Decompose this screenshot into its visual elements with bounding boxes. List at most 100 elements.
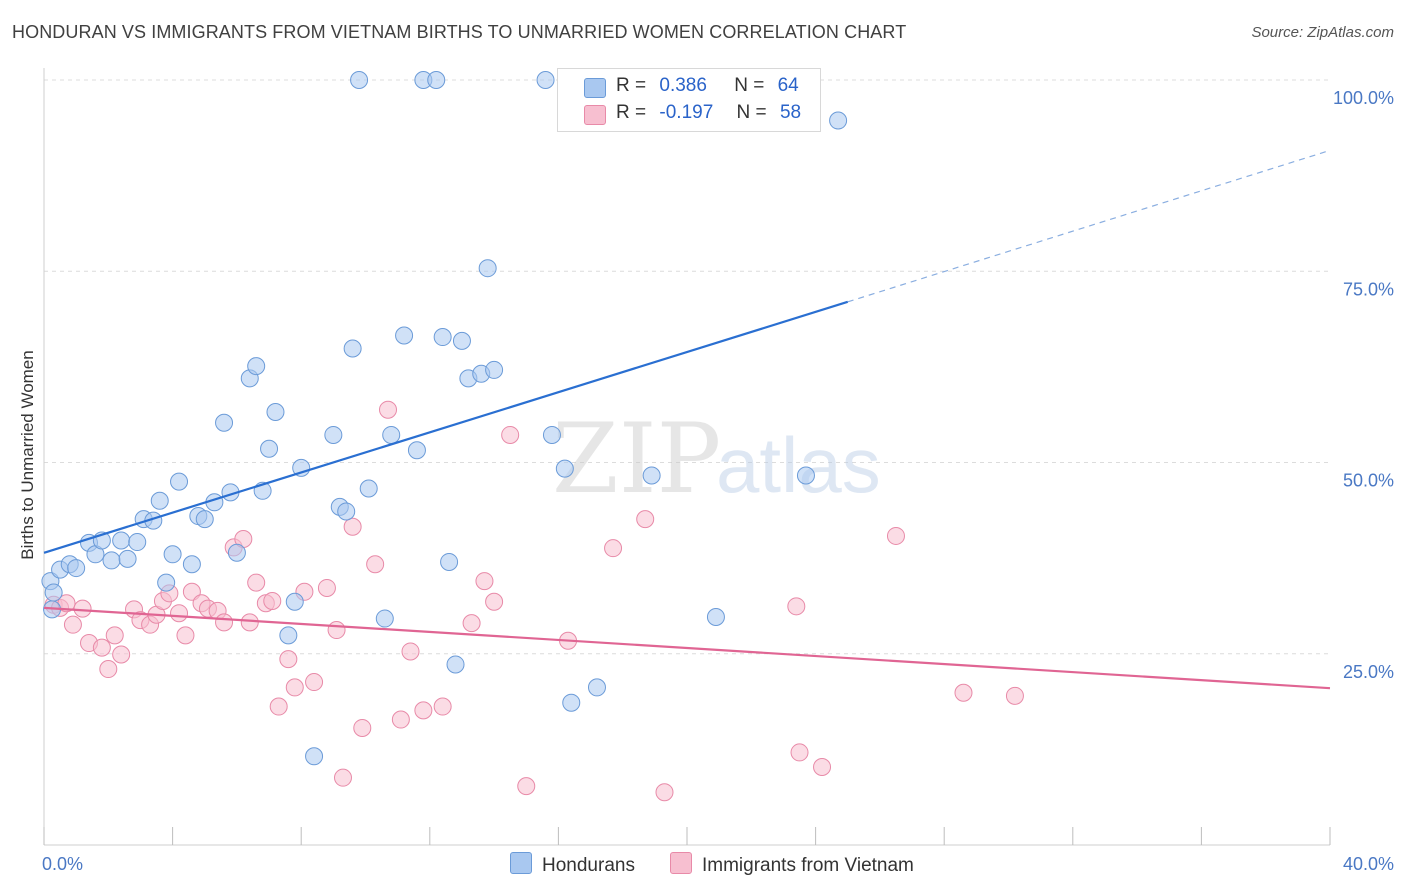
data-point-vietnam xyxy=(182,582,201,601)
legend-n-label: N = xyxy=(736,102,767,123)
bottom-legend-label-vietnam: Immigrants from Vietnam xyxy=(702,855,914,876)
data-point-hondurans xyxy=(555,459,574,478)
data-point-hondurans xyxy=(407,441,426,460)
data-point-hondurans xyxy=(829,111,848,130)
data-point-hondurans xyxy=(478,259,497,278)
y-tick-label: 100.0% xyxy=(1333,88,1394,108)
data-point-vietnam xyxy=(73,599,92,618)
data-point-vietnam xyxy=(63,615,82,634)
data-point-hondurans xyxy=(279,626,298,645)
data-point-vietnam xyxy=(433,697,452,716)
axes xyxy=(43,68,1331,846)
data-point-vietnam xyxy=(787,597,806,616)
data-point-hondurans xyxy=(587,678,606,697)
data-point-hondurans xyxy=(359,479,378,498)
data-point-vietnam xyxy=(813,757,832,776)
data-point-vietnam xyxy=(790,743,809,762)
y-tick-label: 75.0% xyxy=(1343,279,1394,299)
data-point-vietnam xyxy=(343,517,362,536)
data-point-hondurans xyxy=(112,531,131,550)
data-point-vietnam xyxy=(401,642,420,661)
x-tick-label: 40.0% xyxy=(1343,854,1394,874)
y-tick-label: 25.0% xyxy=(1343,662,1394,682)
data-point-hondurans xyxy=(102,551,121,570)
trend-line-hondurans xyxy=(43,300,849,554)
legend-row-vietnam: R = -0.197 N = 58 xyxy=(584,102,801,128)
legend-swatch-vietnam xyxy=(584,105,606,125)
data-point-hondurans xyxy=(796,466,815,485)
legend-swatch-hondurans xyxy=(584,78,606,98)
watermark-atlas: atlas xyxy=(716,421,881,509)
data-point-vietnam xyxy=(327,621,346,640)
data-point-vietnam xyxy=(279,650,298,669)
data-point-hondurans xyxy=(440,552,459,571)
data-point-hondurans xyxy=(128,533,147,552)
data-point-vietnam xyxy=(317,578,336,597)
data-point-hondurans xyxy=(485,360,504,379)
stats-legend: R = 0.386 N = 64 R = -0.197 N = 58 xyxy=(557,68,821,132)
data-point-hondurans xyxy=(215,413,234,432)
data-point-hondurans xyxy=(562,693,581,712)
bottom-legend-swatch-hondurans xyxy=(510,852,532,874)
legend-r-value: -0.197 xyxy=(659,102,714,123)
x-tick-label: 0.0% xyxy=(42,854,83,874)
data-point-hondurans xyxy=(285,592,304,611)
data-point-hondurans xyxy=(260,439,279,458)
bottom-legend-vietnam: Immigrants from Vietnam xyxy=(670,852,914,877)
data-point-hondurans xyxy=(427,71,446,89)
data-point-vietnam xyxy=(240,613,259,632)
bottom-legend-swatch-vietnam xyxy=(670,852,692,874)
chart-title: HONDURAN VS IMMIGRANTS FROM VIETNAM BIRT… xyxy=(12,22,907,42)
data-point-hondurans xyxy=(195,510,214,529)
data-point-vietnam xyxy=(1005,686,1024,705)
data-point-vietnam xyxy=(263,591,282,610)
data-point-vietnam xyxy=(604,539,623,558)
y-axis-label: Births to Unmarried Women xyxy=(18,350,37,559)
data-point-vietnam xyxy=(655,783,674,802)
data-point-vietnam xyxy=(379,400,398,419)
data-point-hondurans xyxy=(170,472,189,491)
data-point-vietnam xyxy=(269,697,288,716)
data-point-hondurans xyxy=(324,425,343,444)
data-point-hondurans xyxy=(375,609,394,628)
data-point-hondurans xyxy=(542,425,561,444)
data-point-vietnam xyxy=(112,645,131,664)
data-point-vietnam xyxy=(366,555,385,574)
data-point-hondurans xyxy=(247,357,266,376)
data-point-vietnam xyxy=(501,425,520,444)
data-point-vietnam xyxy=(285,678,304,697)
data-point-vietnam xyxy=(305,673,324,692)
data-point-hondurans xyxy=(67,559,86,578)
bottom-legend-label-hondurans: Hondurans xyxy=(542,855,635,876)
legend-n-value: 64 xyxy=(777,75,799,96)
data-point-hondurans xyxy=(182,555,201,574)
data-point-hondurans xyxy=(395,326,414,345)
data-point-hondurans xyxy=(433,328,452,347)
data-point-hondurans xyxy=(305,747,324,766)
data-point-hondurans xyxy=(452,331,471,350)
data-point-hondurans xyxy=(536,71,555,89)
data-point-hondurans xyxy=(118,549,137,568)
data-point-vietnam xyxy=(954,683,973,702)
data-point-vietnam xyxy=(462,614,481,633)
bottom-legend-hondurans: Hondurans xyxy=(510,852,635,877)
data-point-hondurans xyxy=(337,502,356,521)
legend-row-hondurans: R = 0.386 N = 64 xyxy=(584,75,799,101)
tick-labels: 100.0% 75.0% 50.0% 25.0% 0.0% 40.0% xyxy=(42,88,1394,874)
data-point-vietnam xyxy=(99,660,118,679)
data-point-hondurans xyxy=(343,339,362,358)
data-point-vietnam xyxy=(170,604,189,623)
data-point-vietnam xyxy=(176,626,195,645)
data-point-hondurans xyxy=(642,466,661,485)
data-point-vietnam xyxy=(391,710,410,729)
data-point-vietnam xyxy=(414,701,433,720)
data-point-vietnam xyxy=(485,592,504,611)
source-credit: Source: ZipAtlas.com xyxy=(1251,24,1394,41)
data-point-vietnam xyxy=(215,613,234,632)
trend-line-vietnam xyxy=(43,606,1331,690)
data-point-hondurans xyxy=(350,71,369,89)
data-point-hondurans xyxy=(44,583,63,602)
data-point-hondurans xyxy=(266,403,285,422)
trend-lines xyxy=(43,149,1331,690)
